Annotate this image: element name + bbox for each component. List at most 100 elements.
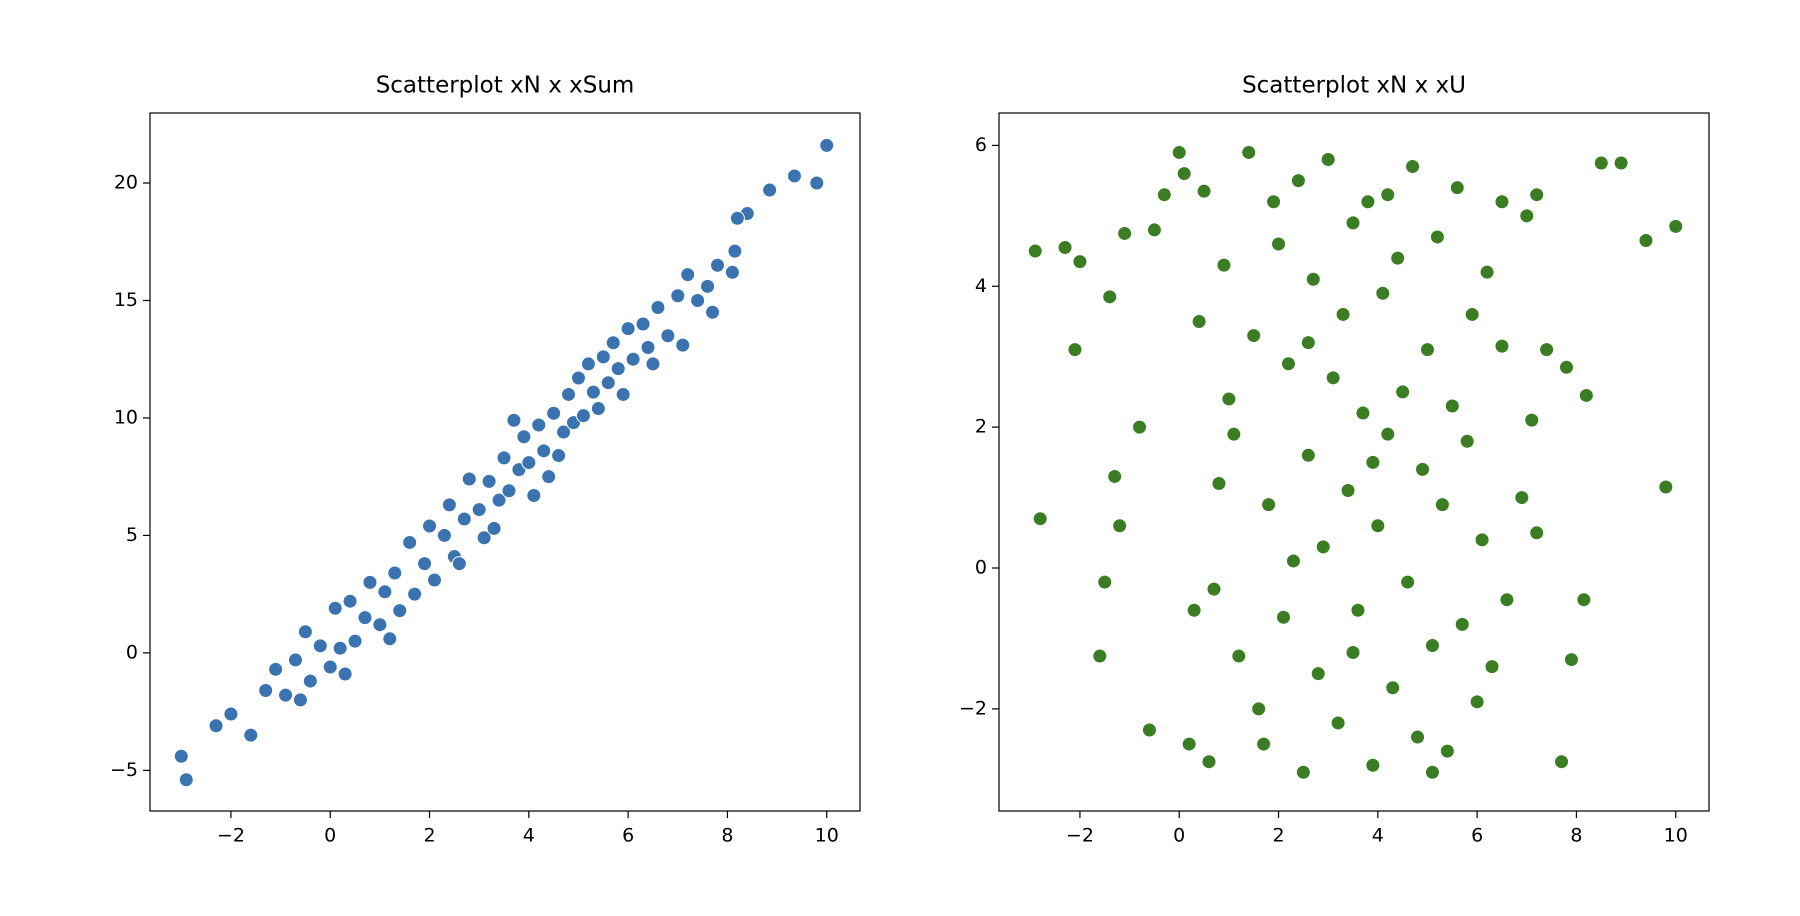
point (436, 527, 452, 543)
point (1275, 609, 1291, 625)
x-tick-label: 6 (1471, 825, 1483, 847)
point (1410, 729, 1426, 745)
point (809, 175, 825, 191)
point (705, 304, 721, 320)
point (1444, 398, 1460, 414)
y-tick-label: −5 (110, 759, 138, 781)
point (1479, 264, 1495, 280)
x-tick-label: 2 (423, 825, 435, 847)
point (580, 356, 596, 372)
point (645, 356, 661, 372)
point (541, 469, 557, 485)
point (1181, 736, 1197, 752)
point (575, 408, 591, 424)
point (357, 610, 373, 626)
point (1340, 483, 1356, 499)
point (1365, 454, 1381, 470)
point (635, 316, 651, 332)
point (178, 772, 194, 788)
point (1216, 257, 1232, 273)
point (1271, 236, 1287, 252)
point (1231, 648, 1247, 664)
point (1429, 229, 1445, 245)
point (610, 361, 626, 377)
point (1141, 722, 1157, 738)
point (208, 718, 224, 734)
point (1578, 387, 1594, 403)
point (650, 300, 666, 316)
point (1539, 342, 1555, 358)
point (362, 574, 378, 590)
point (1464, 306, 1480, 322)
point (640, 339, 656, 355)
point (1261, 497, 1277, 513)
point (1350, 602, 1366, 618)
point (1355, 405, 1371, 421)
point (1424, 764, 1440, 780)
point (762, 182, 778, 198)
point (680, 267, 696, 283)
point (1400, 574, 1416, 590)
point (1146, 222, 1162, 238)
y-tick-label: 15 (114, 289, 138, 311)
point (417, 556, 433, 572)
point (496, 450, 512, 466)
point (297, 624, 313, 640)
point (407, 586, 423, 602)
point (1186, 602, 1202, 618)
point (1459, 433, 1475, 449)
point (1380, 187, 1396, 203)
point (670, 288, 686, 304)
point (1320, 151, 1336, 167)
point (1380, 426, 1396, 442)
y-tick-label: −2 (959, 697, 987, 719)
point (1529, 525, 1545, 541)
point (561, 386, 577, 402)
y-tick-label: 4 (975, 275, 987, 297)
point (1300, 335, 1316, 351)
point (1117, 225, 1133, 241)
point (536, 443, 552, 459)
point (1419, 342, 1435, 358)
point (1097, 574, 1113, 590)
point (501, 483, 517, 499)
point (1375, 285, 1391, 301)
point (570, 370, 586, 386)
point (347, 633, 363, 649)
point (441, 497, 457, 513)
point (278, 687, 294, 703)
point (521, 455, 537, 471)
point (258, 682, 274, 698)
point (1345, 215, 1361, 231)
x-tick-label: 2 (1272, 825, 1284, 847)
point (402, 534, 418, 550)
point (456, 511, 472, 527)
chart-title: Scatterplot xN x xU (1242, 73, 1466, 99)
point (1226, 426, 1242, 442)
point (1514, 490, 1530, 506)
point (590, 401, 606, 417)
point (1563, 652, 1579, 668)
point (1300, 447, 1316, 463)
point (173, 748, 189, 764)
point (1576, 592, 1592, 608)
point (620, 321, 636, 337)
y-tick-label: 20 (114, 172, 138, 194)
point (1176, 166, 1192, 182)
chart-title: Scatterplot xN x xSum (376, 73, 635, 99)
point (322, 659, 338, 675)
point (382, 631, 398, 647)
x-tick-label: 0 (324, 825, 336, 847)
point (1434, 497, 1450, 513)
point (1201, 754, 1217, 770)
point (551, 448, 567, 464)
x-tick-label: 6 (622, 825, 634, 847)
point (1285, 553, 1301, 569)
point (531, 417, 547, 433)
point (1529, 187, 1545, 203)
point (1315, 539, 1331, 555)
point (1256, 736, 1272, 752)
point (1415, 461, 1431, 477)
point (1246, 328, 1262, 344)
point (1360, 194, 1376, 210)
